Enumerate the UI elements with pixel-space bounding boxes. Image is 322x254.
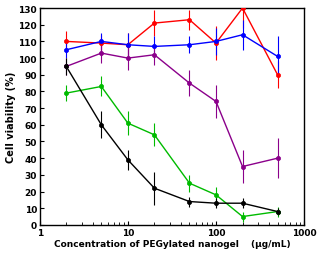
Y-axis label: Cell viability (%): Cell viability (%) (5, 72, 15, 163)
X-axis label: Concentration of PEGylated nanogel  (μg/mL): Concentration of PEGylated nanogel (μg/m… (54, 240, 290, 248)
